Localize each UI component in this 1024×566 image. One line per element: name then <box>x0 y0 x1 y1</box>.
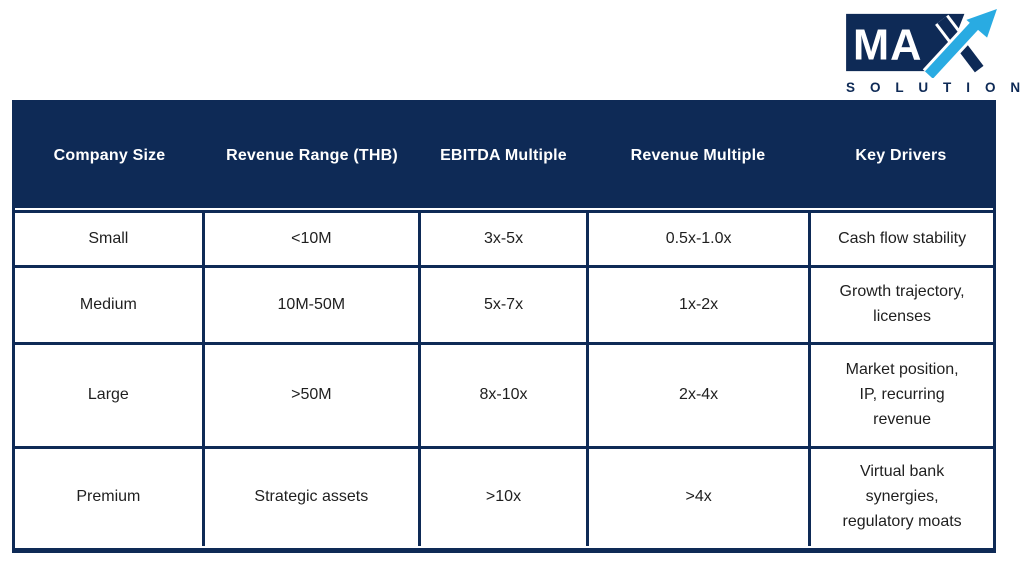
cell-small-revenue-range: <10M <box>204 213 418 265</box>
cell-small-revenue-multiple: 0.5x-1.0x <box>589 213 809 265</box>
cell-premium-company-size: Premium <box>15 449 202 546</box>
cell-medium-company-size: Medium <box>15 268 202 342</box>
column-header-revenue-range: Revenue Range (THB) <box>226 146 398 164</box>
cell-premium-revenue-range: Strategic assets <box>204 449 418 546</box>
cell-premium-revenue-multiple: >4x <box>589 449 809 546</box>
cell-large-ebitda-multiple: 8x-10x <box>420 345 587 446</box>
cell-large-revenue-range: >50M <box>204 345 418 446</box>
logo-solutions-text: S O L U T I O N S <box>846 80 1024 95</box>
cell-premium-key-drivers: Virtual bank synergies, regulatory moats <box>811 449 993 546</box>
cell-small-ebitda-multiple: 3x-5x <box>420 213 587 265</box>
max-solutions-logo: MA S O L U T I O N S <box>844 8 1024 96</box>
table-header-row: Company Size Revenue Range (THB) EBITDA … <box>15 103 993 208</box>
cell-small-key-drivers: Cash flow stability <box>811 213 993 265</box>
cell-medium-revenue-multiple: 1x-2x <box>589 268 809 342</box>
max-logo-icon: MA <box>846 8 997 78</box>
cell-large-key-drivers: Market position, IP, recurring revenue <box>811 345 993 446</box>
column-header-revenue-multiple: Revenue Multiple <box>630 146 766 164</box>
svg-text:MA: MA <box>853 21 922 69</box>
column-header-ebitda-multiple: EBITDA Multiple <box>440 146 567 164</box>
valuation-table: Company Size Revenue Range (THB) EBITDA … <box>12 100 996 553</box>
cell-medium-ebitda-multiple: 5x-7x <box>420 268 587 342</box>
cell-medium-revenue-range: 10M-50M <box>204 268 418 342</box>
cell-small-company-size: Small <box>15 213 202 265</box>
cell-premium-ebitda-multiple: >10x <box>420 449 587 546</box>
column-header-company-size: Company Size <box>53 146 166 164</box>
cell-large-revenue-multiple: 2x-4x <box>589 345 809 446</box>
cell-medium-key-drivers: Growth trajectory, licenses <box>811 268 993 342</box>
column-header-key-drivers: Key Drivers <box>855 146 947 164</box>
table-body: Small <10M 3x-5x 0.5x-1.0x Cash flow sta… <box>15 210 993 546</box>
cell-large-company-size: Large <box>15 345 202 446</box>
